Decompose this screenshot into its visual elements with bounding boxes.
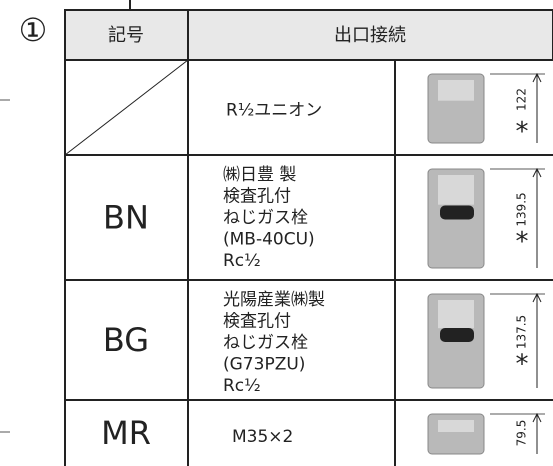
dimension-arrow — [532, 292, 542, 303]
product-image-detail — [438, 80, 474, 101]
dimension-value: 137.5 — [515, 315, 529, 349]
row-description: Rc¹⁄₂ — [223, 251, 261, 271]
table — [64, 9, 553, 466]
dimension-value: 122 — [515, 88, 529, 111]
row-description: (G73PZU) — [223, 355, 305, 375]
dimension-arrow — [532, 72, 542, 83]
note-mark: * — [516, 227, 529, 257]
dimension-arrow — [532, 412, 542, 423]
row-description: (MB-40CU) — [223, 230, 315, 250]
row-description: ㈱日豊 製 — [223, 165, 296, 185]
note-mark: * — [516, 350, 529, 380]
row-description: 検査孔付 — [223, 187, 291, 207]
valve-handle — [440, 328, 474, 342]
row-description: ねじガス栓 — [223, 333, 308, 353]
rows: R¹⁄₂ユニオン 122*BN㈱日豊 製検査孔付ねじガス栓(MB-40CU)Rc¹… — [101, 72, 545, 455]
row-description: Rc¹⁄₂ — [223, 376, 261, 396]
row-symbol: BG — [103, 321, 149, 359]
row-symbol: MR — [101, 414, 151, 452]
dimension-arrow — [532, 167, 542, 178]
dimension-value: 139.5 — [515, 192, 529, 226]
product-image-detail — [438, 300, 474, 329]
row-description: 光陽産業㈱製 — [223, 290, 325, 310]
valve-handle — [440, 205, 474, 220]
row-description: R¹⁄₂ユニオン — [226, 101, 322, 121]
dimension-value: 79.5 — [515, 420, 529, 447]
row-symbol: BN — [103, 199, 149, 237]
badge: ① — [19, 11, 48, 49]
row-description: M35×2 — [232, 427, 293, 447]
header-symbol: 記号 — [108, 25, 144, 46]
product-image-detail — [438, 175, 474, 205]
product-image-detail — [438, 420, 474, 432]
row-description: 検査孔付 — [223, 312, 291, 332]
row-description: ねじガス栓 — [223, 208, 308, 228]
header-outlet: 出口接続 — [334, 25, 406, 46]
note-mark: * — [516, 117, 529, 147]
